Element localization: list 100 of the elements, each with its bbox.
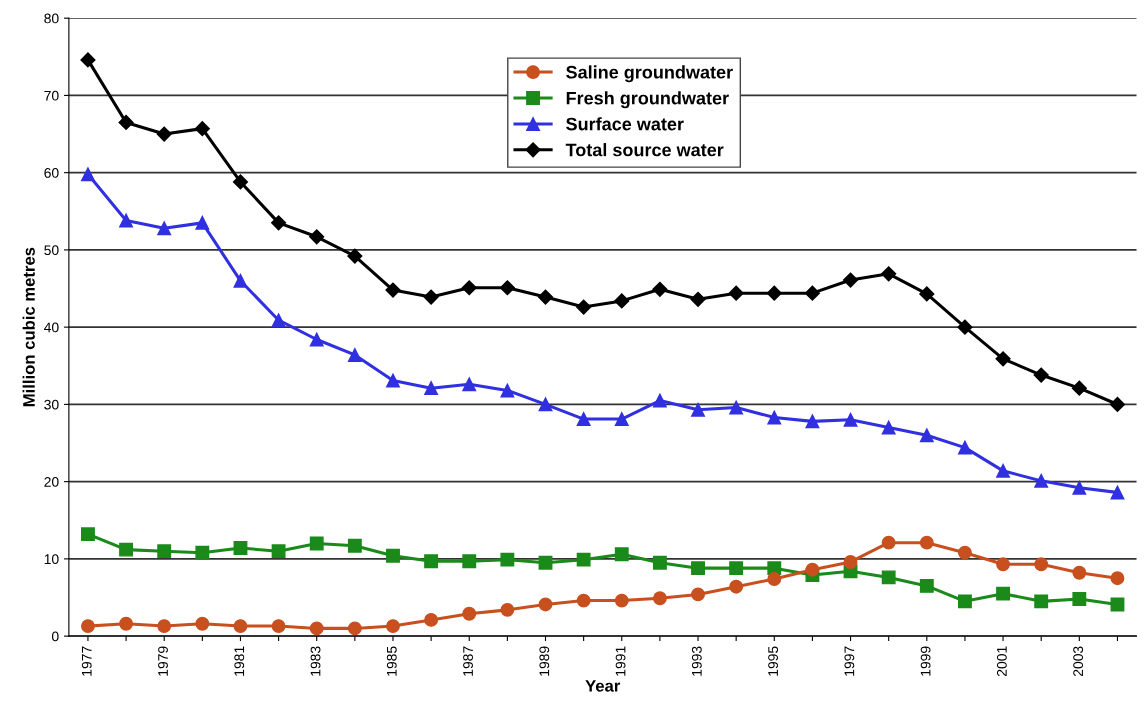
- point: [881, 420, 896, 435]
- point: [652, 591, 667, 606]
- point: [424, 554, 439, 569]
- point: [157, 544, 172, 559]
- point: [576, 299, 592, 315]
- point: [1034, 557, 1049, 572]
- point: [309, 621, 324, 636]
- point: [1072, 592, 1087, 606]
- point: [195, 545, 210, 560]
- point: [957, 440, 972, 455]
- point: [1110, 485, 1125, 500]
- point: [767, 572, 782, 586]
- point: [614, 412, 629, 427]
- point: [729, 561, 744, 576]
- point: [614, 547, 629, 562]
- point: [881, 535, 896, 550]
- y-axis-title: Million cubic metres: [22, 247, 35, 407]
- point: [1034, 473, 1049, 488]
- point: [614, 593, 629, 608]
- point: [919, 428, 934, 443]
- point: [424, 381, 439, 396]
- point: [386, 373, 400, 388]
- point: [538, 597, 553, 612]
- point: [843, 412, 858, 427]
- point: [309, 332, 324, 347]
- point: [347, 621, 362, 636]
- point: [691, 587, 705, 602]
- y-tick-label: 0: [51, 631, 59, 642]
- y-tick-label: 50: [44, 245, 59, 256]
- y-tick-label: 20: [44, 476, 59, 487]
- point: [728, 285, 744, 301]
- point: [309, 536, 324, 551]
- x-tick-label: 1995: [768, 646, 779, 676]
- point: [233, 273, 248, 288]
- point: [919, 535, 934, 550]
- point: [576, 412, 591, 427]
- point: [538, 555, 553, 570]
- x-tick-label: 1997: [844, 646, 855, 676]
- point: [691, 402, 705, 417]
- point: [81, 527, 95, 542]
- x-tick-label: 1993: [691, 646, 702, 676]
- point: [156, 126, 172, 142]
- point: [386, 619, 400, 634]
- point: [805, 414, 820, 429]
- x-tick-label: 1987: [463, 646, 473, 676]
- point: [691, 561, 705, 576]
- point: [652, 393, 667, 408]
- point: [996, 586, 1011, 601]
- point: [232, 174, 249, 190]
- point: [996, 463, 1011, 478]
- x-tick-label: 1989: [539, 646, 550, 676]
- point: [347, 348, 362, 362]
- point: [729, 579, 744, 594]
- point: [80, 52, 96, 68]
- point: [462, 606, 477, 621]
- point: [919, 578, 934, 593]
- point: [995, 351, 1011, 367]
- point: [614, 293, 630, 309]
- x-axis-title: Year: [585, 680, 621, 692]
- point: [461, 280, 477, 296]
- point: [195, 215, 210, 230]
- point: [119, 213, 134, 228]
- point: [119, 542, 134, 557]
- point: [766, 285, 782, 301]
- point: [424, 612, 439, 627]
- y-tick-label: 30: [44, 399, 59, 410]
- point: [271, 313, 286, 328]
- point: [957, 545, 972, 560]
- x-tick-label: 1977: [81, 646, 92, 676]
- point: [233, 541, 248, 556]
- point: [385, 282, 401, 298]
- point: [347, 538, 362, 553]
- point: [576, 593, 591, 608]
- point: [767, 410, 782, 425]
- point: [957, 319, 973, 335]
- point: [233, 619, 248, 634]
- y-tick-label: 80: [44, 13, 59, 24]
- point: [996, 557, 1011, 572]
- y-tick-label: 40: [44, 322, 59, 333]
- point: [271, 544, 286, 559]
- point: [119, 616, 134, 631]
- point: [1071, 380, 1087, 396]
- point: [729, 400, 744, 415]
- point: [309, 229, 325, 245]
- point: [423, 289, 439, 305]
- x-tick-label: 1983: [310, 646, 321, 676]
- point: [499, 280, 515, 296]
- point: [537, 289, 554, 305]
- point: [652, 555, 667, 570]
- point: [81, 167, 95, 182]
- point: [500, 552, 515, 567]
- point: [81, 619, 95, 634]
- point: [957, 594, 972, 609]
- y-tick-label: 60: [44, 168, 59, 178]
- point: [500, 383, 515, 398]
- y-tick-label: 10: [44, 554, 59, 565]
- point: [1109, 396, 1126, 412]
- point: [576, 552, 591, 567]
- x-tick-label: 1999: [920, 646, 931, 676]
- point: [1034, 594, 1049, 609]
